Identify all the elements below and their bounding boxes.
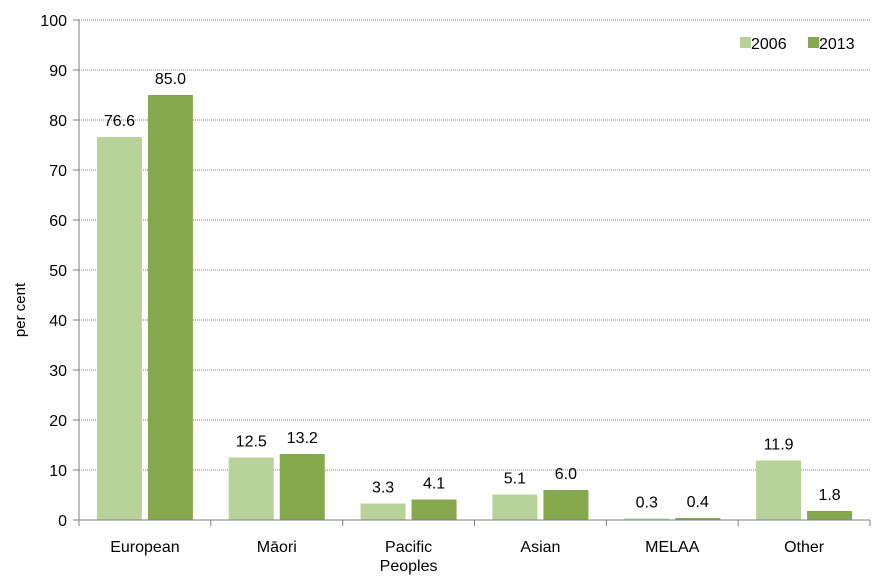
bar-2013 xyxy=(807,511,853,520)
y-axis-title: per cent xyxy=(12,282,29,337)
y-tick-label: 30 xyxy=(49,363,67,380)
y-tick-label: 10 xyxy=(49,463,67,480)
bar-2006 xyxy=(492,494,538,520)
category-label: Māori xyxy=(257,539,297,556)
bar-2006 xyxy=(360,503,406,520)
data-label: 5.1 xyxy=(504,471,526,488)
y-tick-label: 0 xyxy=(58,513,67,530)
bar-2013 xyxy=(411,499,457,520)
data-label: 0.3 xyxy=(636,495,658,512)
x-axis xyxy=(78,20,871,526)
data-label: 12.5 xyxy=(236,434,267,451)
data-label: 1.8 xyxy=(818,487,840,504)
legend: 2006 2013 xyxy=(740,36,855,53)
y-tick-label: 80 xyxy=(49,113,67,130)
data-label: 11.9 xyxy=(764,437,794,454)
legend-label-2006: 2006 xyxy=(751,36,787,53)
data-label: 3.3 xyxy=(372,480,394,497)
bar-2006 xyxy=(96,137,142,520)
data-label: 76.6 xyxy=(104,113,135,130)
data-label: 6.0 xyxy=(555,466,577,483)
data-label: 13.2 xyxy=(287,430,318,447)
data-labels: 76.6 85.0 12.5 13.2 3.3 4.1 5.1 6.0 0.3 0.4 11.9 1.… xyxy=(104,71,841,512)
y-axis-ticks: 0 10 20 30 40 50 60 70 80 90 100 xyxy=(40,13,79,530)
gridlines xyxy=(79,19,870,471)
bar-2006 xyxy=(228,457,274,520)
y-tick-label: 60 xyxy=(49,213,67,230)
y-tick-label: 50 xyxy=(49,263,67,280)
category-label: European xyxy=(110,539,179,556)
y-tick-label: 20 xyxy=(49,413,67,430)
bar-2013 xyxy=(675,518,721,520)
category-label: MELAA xyxy=(645,539,700,556)
y-tick-label: 100 xyxy=(40,13,67,30)
bar-2006 xyxy=(624,518,670,520)
data-label: 85.0 xyxy=(155,71,186,88)
bar-2013 xyxy=(147,95,193,520)
data-label: 0.4 xyxy=(687,494,709,511)
data-label: 4.1 xyxy=(423,476,445,493)
bar-2006 xyxy=(756,460,802,520)
legend-label-2013: 2013 xyxy=(819,36,855,53)
bar-2013 xyxy=(279,454,325,520)
category-label: Pacific Peoples xyxy=(380,539,438,575)
y-tick-label: 70 xyxy=(49,163,67,180)
bar-2013 xyxy=(543,490,589,520)
legend-swatch-2013 xyxy=(808,37,819,48)
bars xyxy=(96,95,853,520)
category-label: Other xyxy=(784,539,825,556)
y-tick-label: 40 xyxy=(49,313,67,330)
y-tick-label: 90 xyxy=(49,63,67,80)
x-axis-category-labels: European Māori Pacific Peoples Asian MELAA Oth… xyxy=(110,539,825,575)
category-label: Asian xyxy=(520,539,560,556)
legend-swatch-2006 xyxy=(740,37,751,48)
